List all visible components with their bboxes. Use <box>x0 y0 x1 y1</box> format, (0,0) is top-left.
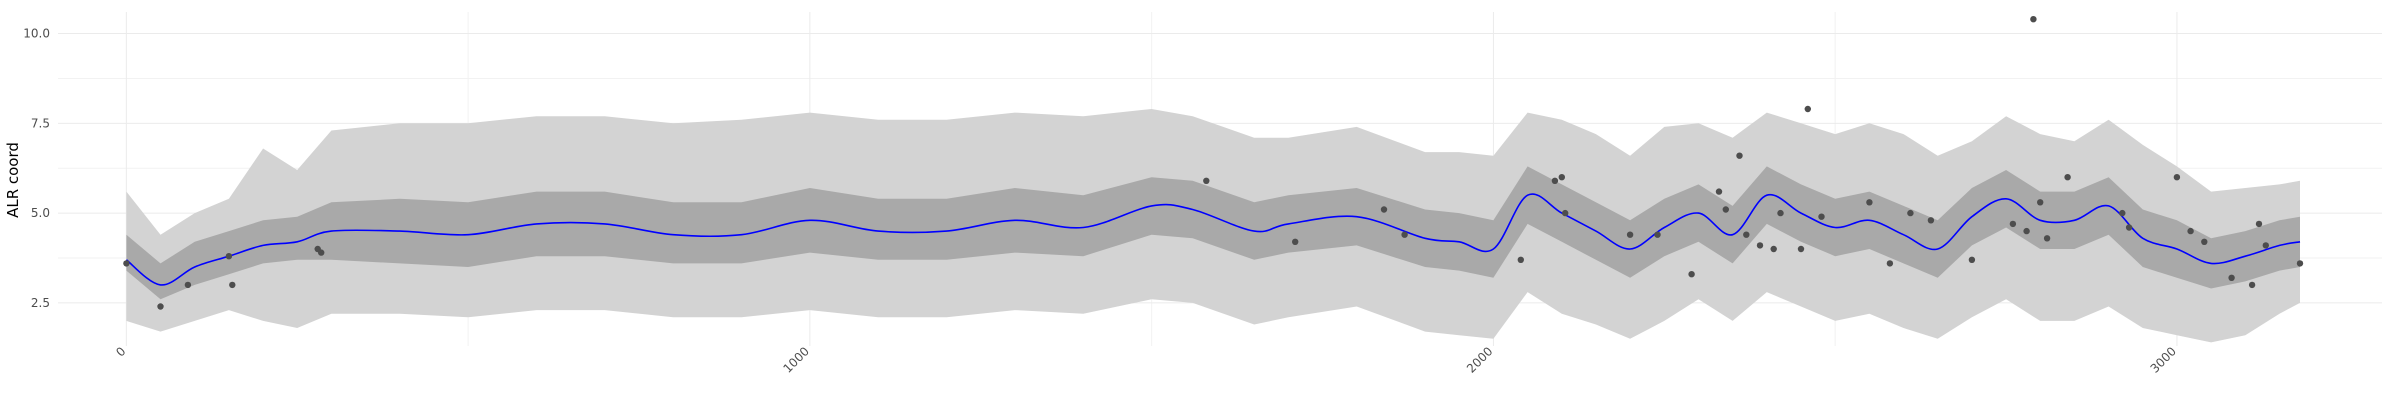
data-point <box>1722 206 1730 213</box>
data-point <box>1927 217 1935 224</box>
data-point <box>1804 105 1812 113</box>
y-axis-title: ALR coord <box>4 142 22 218</box>
data-point <box>318 249 325 256</box>
data-point <box>1886 260 1894 267</box>
data-point <box>2228 274 2235 281</box>
data-point <box>1715 188 1723 195</box>
data-point <box>2125 224 2133 231</box>
data-point <box>1688 271 1695 278</box>
y-tick-label: 5.0 <box>31 206 50 220</box>
data-point <box>2173 174 2181 181</box>
confidence-bands <box>126 109 2301 343</box>
data-point <box>1907 209 1914 217</box>
x-tick-label: 3000 <box>2148 344 2179 375</box>
data-point <box>1866 199 1873 206</box>
x-tick-label: 2000 <box>1464 344 1495 375</box>
data-point <box>184 281 192 289</box>
data-point <box>1770 245 1777 253</box>
data-point <box>1380 206 1388 213</box>
data-point <box>2255 220 2263 228</box>
data-point <box>157 303 164 310</box>
smoothed-line <box>125 193 2301 286</box>
data-point <box>2043 235 2051 242</box>
data-point <box>229 281 236 289</box>
data-point <box>2187 227 2194 235</box>
data-point <box>2119 209 2126 217</box>
data-point <box>2030 16 2037 23</box>
data-point <box>2064 174 2071 181</box>
data-point <box>1797 245 1805 253</box>
data-point <box>225 253 233 260</box>
data-point <box>2296 260 2304 267</box>
data-point <box>2009 220 2017 228</box>
data-point <box>1736 152 1743 159</box>
observed-points <box>123 16 2304 310</box>
data-point <box>1401 231 1408 238</box>
data-point <box>1292 238 1299 245</box>
data-point <box>1818 213 1825 220</box>
data-point <box>1756 242 1764 249</box>
x-tick-label: 0 <box>113 344 128 359</box>
data-point <box>1654 231 1661 238</box>
data-point <box>1517 256 1525 263</box>
y-tick-label: 7.5 <box>31 116 50 130</box>
data-point <box>1626 231 1634 238</box>
data-point <box>2201 238 2208 245</box>
data-point <box>1743 231 1750 238</box>
inner-band <box>126 166 2301 300</box>
data-point <box>1558 174 1566 181</box>
x-tick-label: 1000 <box>781 344 812 375</box>
x-tick-labels: 0 1000 2000 3000 <box>113 344 2179 375</box>
data-point <box>1777 209 1784 217</box>
y-tick-labels: 2.5 5.0 7.5 10.0 <box>23 27 50 310</box>
data-point <box>1203 177 1210 184</box>
data-point <box>2262 242 2269 249</box>
data-point <box>1968 256 1976 263</box>
data-point <box>2248 281 2256 289</box>
data-point <box>1562 209 1569 217</box>
fitted-line <box>125 193 2301 286</box>
y-tick-label: 10.0 <box>23 27 50 41</box>
data-point <box>1551 177 1559 184</box>
data-point <box>2037 199 2044 206</box>
y-tick-label: 2.5 <box>31 296 50 310</box>
data-point <box>123 260 130 267</box>
data-point <box>2023 227 2030 235</box>
